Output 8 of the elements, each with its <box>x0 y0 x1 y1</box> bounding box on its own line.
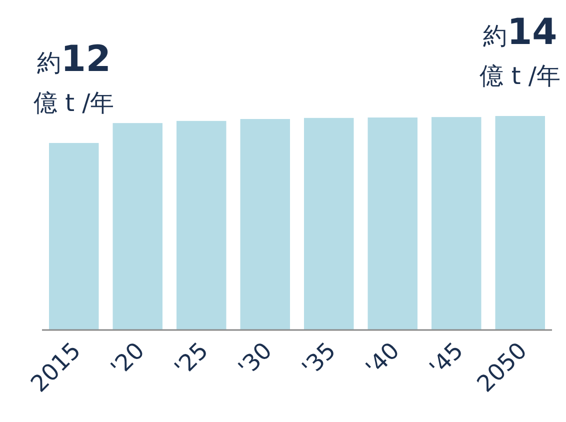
annotation: 約12 億 t /年 <box>34 38 114 117</box>
x-tick-label: '20 <box>106 338 150 382</box>
x-tick-label: '30 <box>234 338 278 382</box>
x-tick-label: '40 <box>361 338 405 382</box>
x-tick-label: '45 <box>425 338 469 382</box>
x-tick-label: '35 <box>298 338 342 382</box>
annotation: 約14 億 t /年 <box>480 12 560 90</box>
x-tick-label: '25 <box>170 338 214 382</box>
